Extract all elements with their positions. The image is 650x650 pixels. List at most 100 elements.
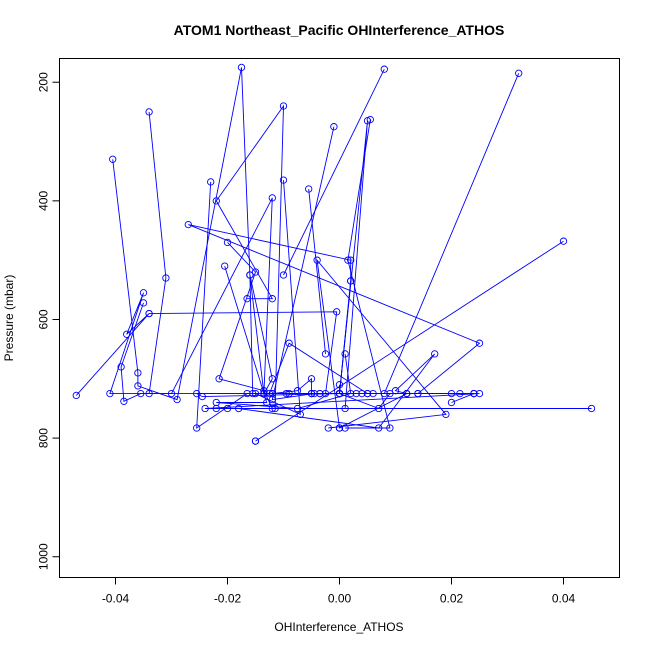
data-point xyxy=(307,375,316,383)
data-point xyxy=(347,277,355,285)
data-point xyxy=(263,398,271,407)
series-line xyxy=(149,311,338,394)
data-point xyxy=(201,404,209,413)
data-point xyxy=(386,424,394,432)
data-point xyxy=(198,392,206,401)
data-point xyxy=(431,350,439,358)
data-point xyxy=(559,237,568,245)
data-point xyxy=(212,197,220,205)
data-point xyxy=(279,271,288,279)
series-line xyxy=(255,180,301,416)
x-axis-label: OHInterference_ATHOS xyxy=(274,620,403,634)
data-point xyxy=(363,389,372,398)
data-point xyxy=(72,391,80,400)
data-point xyxy=(515,69,523,77)
data-point xyxy=(366,115,374,124)
data-point xyxy=(221,262,229,270)
data-point xyxy=(123,330,131,338)
data-point xyxy=(587,404,596,413)
data-point xyxy=(212,398,220,407)
data-point xyxy=(442,410,450,419)
series-line xyxy=(196,181,312,429)
data-point xyxy=(145,309,153,318)
series-line xyxy=(218,242,274,409)
data-point xyxy=(285,339,293,347)
data-point xyxy=(251,268,260,276)
data-point xyxy=(293,404,302,413)
data-point xyxy=(307,389,316,398)
data-point xyxy=(139,289,148,297)
y-tick-label: 400 xyxy=(37,191,51,211)
data-point xyxy=(246,271,254,279)
data-point xyxy=(470,389,478,398)
data-point xyxy=(305,185,313,193)
data-point xyxy=(268,404,276,413)
data-point xyxy=(341,404,349,413)
y-tick-label: 600 xyxy=(37,309,51,329)
data-point xyxy=(268,194,276,202)
data-point xyxy=(335,389,344,398)
series-line xyxy=(255,240,564,442)
chart-title: ATOM1 Northeast_Pacific OHInterference_A… xyxy=(174,22,505,38)
data-point xyxy=(145,108,153,116)
data-point xyxy=(369,389,377,398)
data-point xyxy=(375,404,383,413)
data-point xyxy=(167,389,176,398)
data-point xyxy=(475,339,484,347)
data-point xyxy=(173,395,181,404)
data-point xyxy=(330,123,338,131)
data-point xyxy=(313,256,321,264)
data-point xyxy=(344,256,352,264)
x-tick-label: 0.02 xyxy=(440,592,464,606)
data-point xyxy=(414,389,422,398)
series-line xyxy=(112,67,592,429)
data-point xyxy=(380,65,388,73)
y-axis-label: Pressure (mbar) xyxy=(2,275,16,362)
data-point xyxy=(134,369,142,377)
data-point xyxy=(162,274,170,282)
data-point xyxy=(139,299,148,307)
data-point xyxy=(296,410,304,419)
series-line xyxy=(75,111,481,396)
x-tick-label: -0.04 xyxy=(102,592,130,606)
data-point xyxy=(120,397,128,405)
y-axis: 200 400 600 800 1000 xyxy=(37,72,60,570)
data-point xyxy=(321,389,330,398)
data-point xyxy=(243,389,251,398)
plot-area xyxy=(59,58,620,578)
data-point xyxy=(279,176,288,184)
series-line xyxy=(283,69,385,276)
data-point xyxy=(447,398,456,407)
data-point xyxy=(117,363,125,371)
data-point xyxy=(251,389,260,398)
series-line xyxy=(216,265,352,409)
data-point xyxy=(352,389,360,398)
series-line xyxy=(383,73,520,395)
data-point xyxy=(237,63,246,72)
data-point xyxy=(134,382,142,390)
y-tick-label: 1000 xyxy=(37,543,51,570)
data-point xyxy=(321,350,330,358)
data-point xyxy=(251,437,260,445)
data-point xyxy=(324,424,332,432)
x-axis: -0.04 -0.02 0.00 0.02 0.04 xyxy=(102,577,576,606)
y-tick-label: 800 xyxy=(37,428,51,448)
data-point xyxy=(293,387,302,395)
data-point xyxy=(341,424,349,432)
data-point xyxy=(106,389,114,398)
y-tick-label: 200 xyxy=(37,72,51,92)
series-layer xyxy=(72,63,596,445)
x-tick-label: -0.02 xyxy=(214,592,242,606)
data-point xyxy=(109,155,117,163)
series-line xyxy=(308,188,326,354)
series-line xyxy=(345,119,391,429)
data-point xyxy=(184,220,192,229)
series-line xyxy=(271,126,452,401)
data-point xyxy=(137,389,145,398)
data-point xyxy=(341,350,349,358)
data-point xyxy=(333,308,341,316)
data-point xyxy=(207,178,215,186)
data-point xyxy=(193,389,201,398)
data-point xyxy=(223,238,232,247)
